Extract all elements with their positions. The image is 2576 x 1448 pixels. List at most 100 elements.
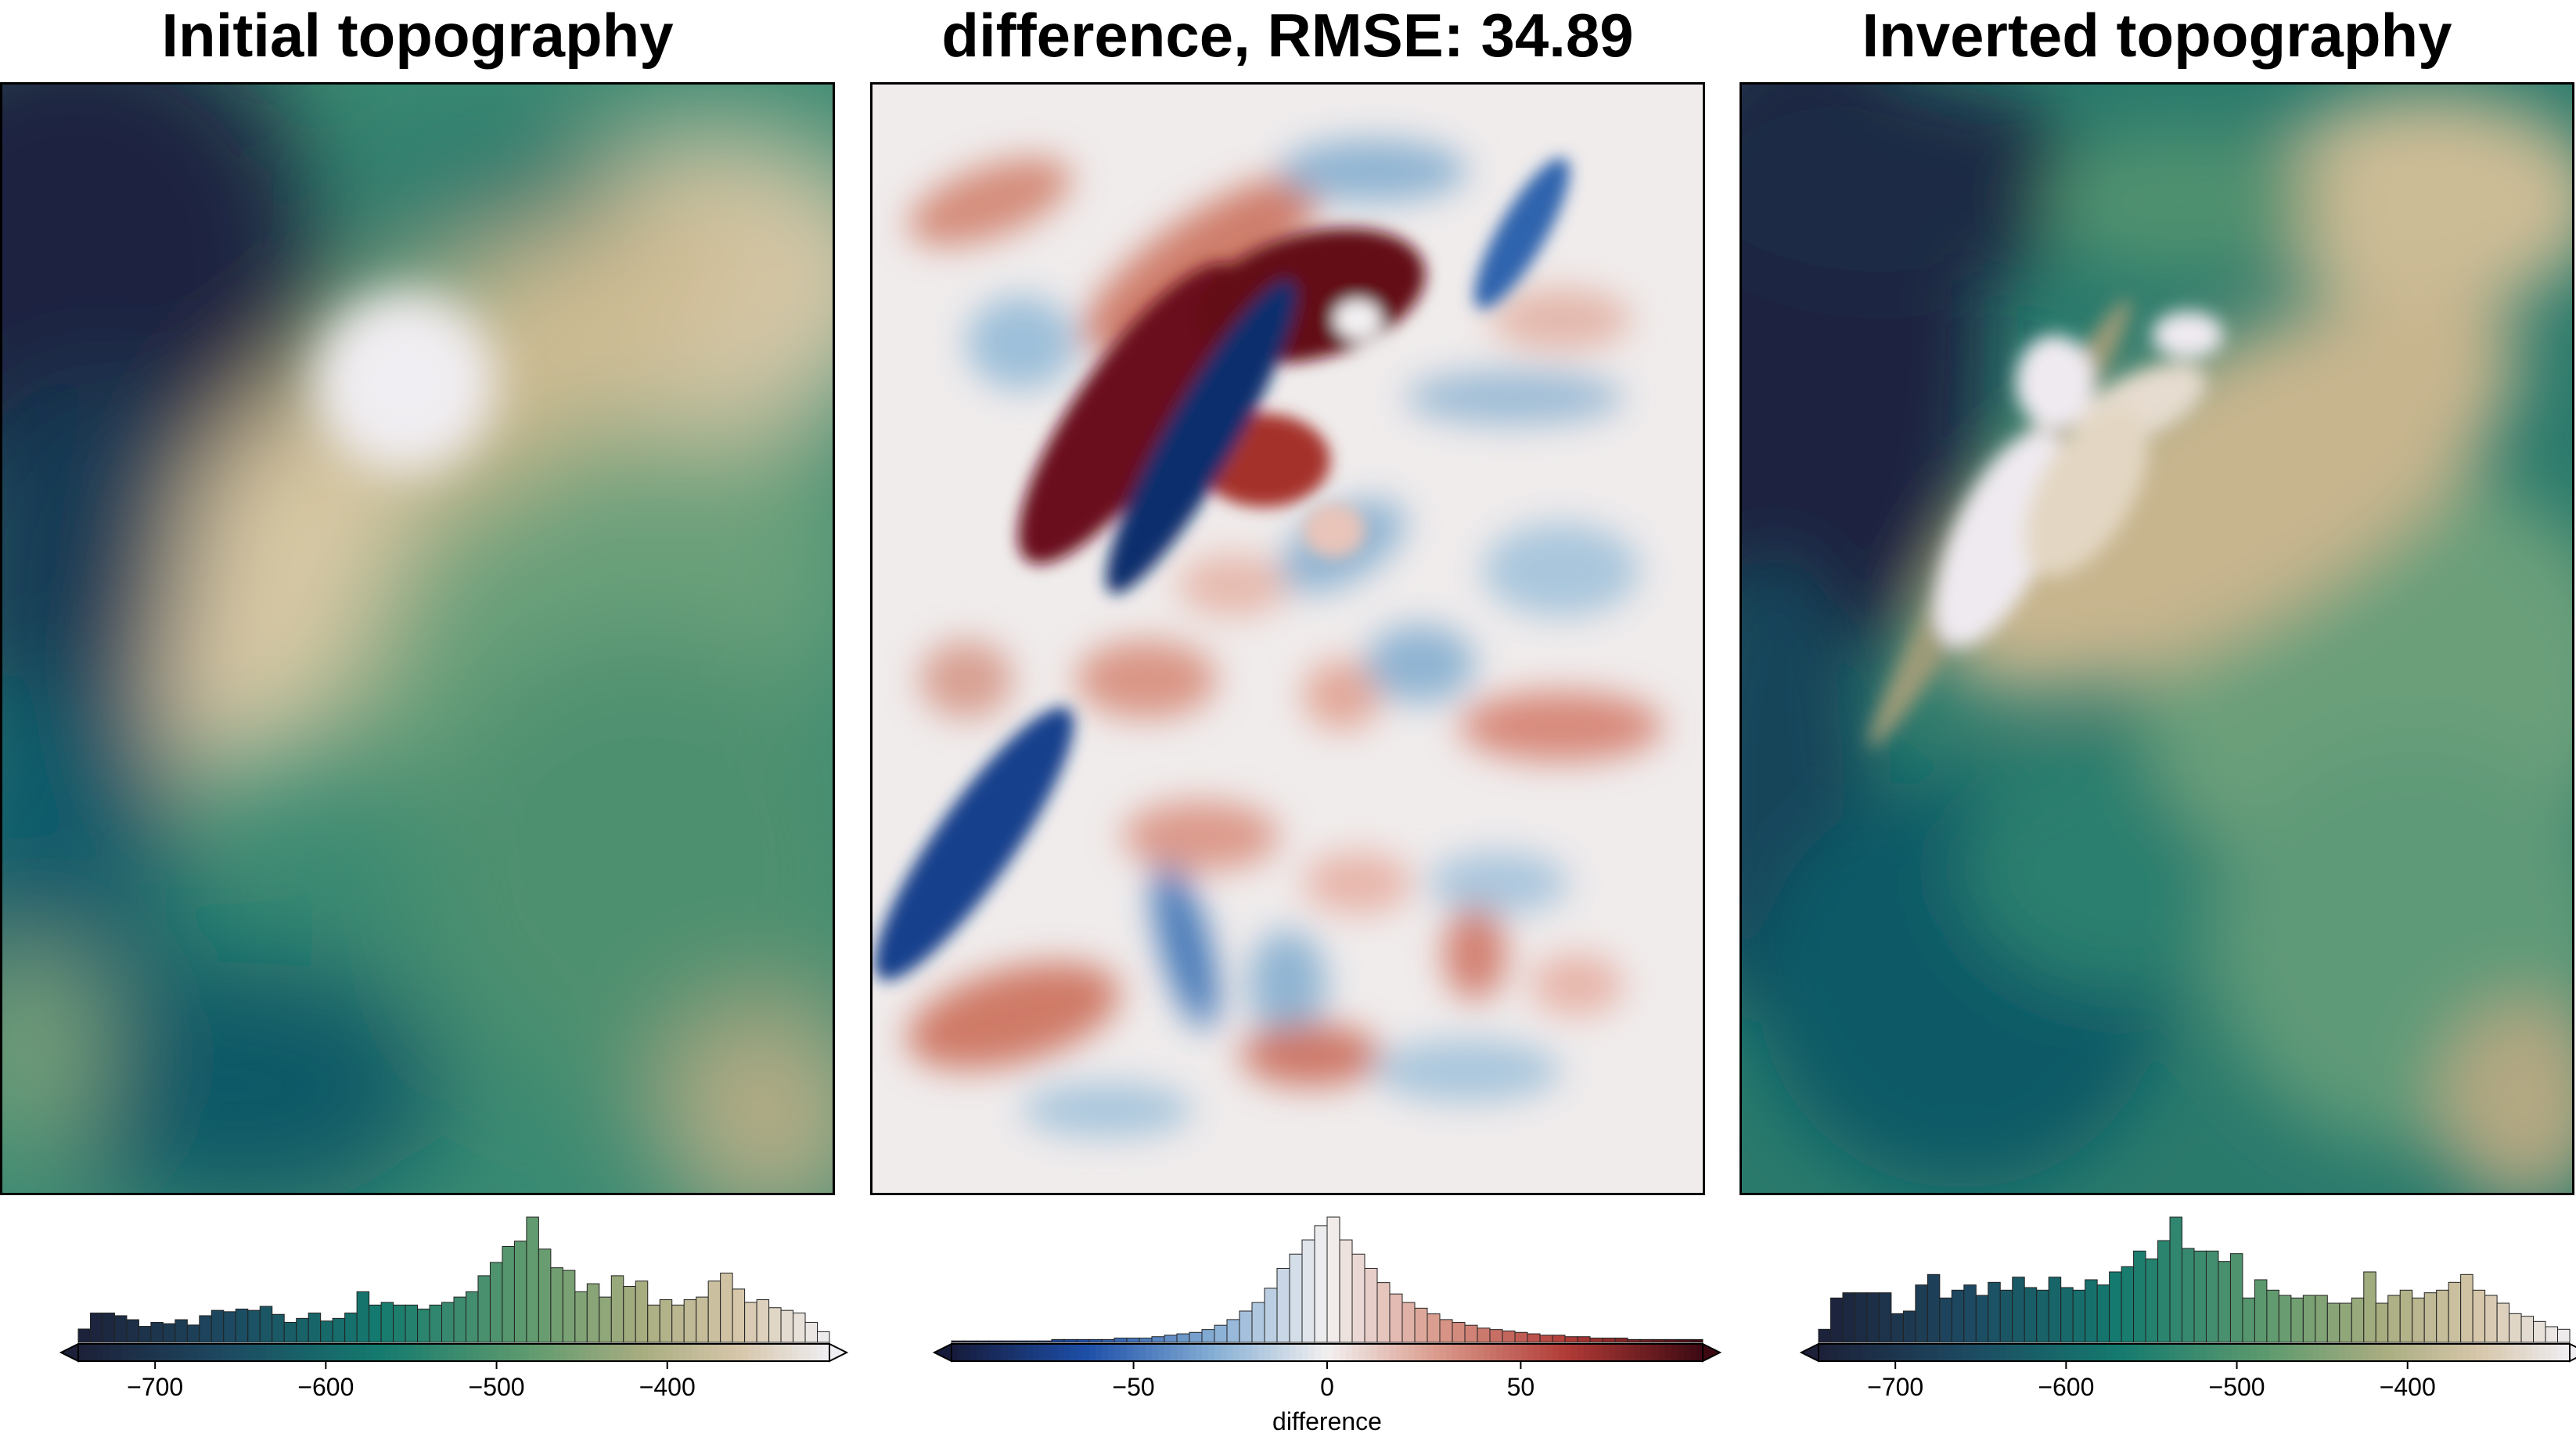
colorbar-segment [1302, 1344, 1309, 1361]
histogram-bar [1639, 1338, 1653, 1343]
colorbar-segment [2257, 1344, 2264, 1361]
histogram-bar [1314, 1225, 1328, 1343]
histogram-bar [2109, 1271, 2122, 1343]
colorbar-segment [754, 1344, 761, 1361]
colorbar-segment [1327, 1344, 1334, 1361]
colorbar-segment [1208, 1344, 1215, 1361]
histogram-bar [1477, 1327, 1491, 1343]
colorbar-segment [1452, 1344, 1459, 1361]
colorbar-segment [2038, 1344, 2045, 1361]
colorbar-segment [1058, 1344, 1065, 1361]
histogram-bar [126, 1319, 139, 1343]
histogram-bar [2157, 1240, 2171, 1343]
colorbar-segment [1171, 1344, 1178, 1361]
colorbar-segment [372, 1344, 380, 1361]
colorbar-segment [316, 1344, 323, 1361]
histogram-bar [1464, 1324, 1478, 1343]
colorbar-segment [673, 1344, 680, 1361]
colorbar-segment [1139, 1344, 1146, 1361]
colorbar-segment [1502, 1344, 1509, 1361]
colorbar-extend-low [59, 1342, 79, 1363]
colorbar-segment [404, 1344, 411, 1361]
histogram-bar [2121, 1266, 2135, 1343]
histogram-bar [235, 1308, 249, 1343]
colorbar-segment [247, 1344, 254, 1361]
colorbar-segment [598, 1344, 605, 1361]
histogram-bar [89, 1313, 103, 1343]
histogram-bar [635, 1281, 649, 1343]
histogram-bar [1963, 1284, 1977, 1343]
histogram-bar [272, 1313, 285, 1343]
colorbar-segment [2106, 1344, 2114, 1361]
colorbar-tick-label: −700 [1867, 1373, 1923, 1401]
colorbar-segment [523, 1344, 530, 1361]
histogram-bar [1902, 1310, 1916, 1343]
colorbar-segment [958, 1344, 965, 1361]
colorbar-segment [698, 1344, 705, 1361]
colorbar-segment [1133, 1344, 1140, 1361]
colorbar-segment [2432, 1344, 2439, 1361]
colorbar-segment [2470, 1344, 2477, 1361]
colorbar-segment [1002, 1344, 1009, 1361]
colorbar-segment [103, 1344, 110, 1361]
colorbar-segment [2250, 1344, 2258, 1361]
colorbar-segment [729, 1344, 736, 1361]
colorbar-histogram-initial-topography: −700 −600 −500 −400 [59, 1209, 849, 1444]
colorbar-segment [1646, 1344, 1653, 1361]
colorbar-segment [2376, 1344, 2383, 1361]
colorbar-segment [2495, 1344, 2502, 1361]
colorbar-segment [448, 1344, 455, 1361]
colorbar-segment [2332, 1344, 2339, 1361]
histogram-bar [1351, 1253, 1365, 1343]
colorbar-segment [1919, 1344, 1926, 1361]
histogram-bar [1878, 1292, 1892, 1343]
colorbar-segment [191, 1344, 198, 1361]
histogram-bar [1664, 1338, 1678, 1343]
histogram-bar [1539, 1335, 1553, 1343]
colorbar-segment [1427, 1344, 1434, 1361]
colorbar-segment [592, 1344, 599, 1361]
histogram-bar [186, 1324, 200, 1343]
histogram-bar [671, 1304, 685, 1343]
colorbar-segment [1912, 1344, 1919, 1361]
colorbar-segment [1975, 1344, 1982, 1361]
colorbar-segment [1690, 1344, 1697, 1361]
histogram-bar [707, 1281, 721, 1343]
colorbar-segment [1981, 1344, 1988, 1361]
colorbar-segment [1944, 1344, 1951, 1361]
colorbar-segment [2056, 1344, 2063, 1361]
histogram-bar [2218, 1261, 2231, 1343]
histogram-bar [1854, 1292, 1868, 1343]
histogram-bar [2448, 1281, 2462, 1343]
histogram-bar [720, 1272, 733, 1343]
histogram-bar [1527, 1333, 1541, 1343]
colorbar-segment [748, 1344, 755, 1361]
colorbar-segment [2351, 1344, 2358, 1361]
colorbar-segment [2413, 1344, 2420, 1361]
histogram-bar [1939, 1297, 1952, 1343]
colorbar-segment [1265, 1344, 1272, 1361]
histogram-bar [2520, 1316, 2535, 1343]
colorbar-segment [398, 1344, 405, 1361]
colorbar-segment [1383, 1344, 1391, 1361]
colorbar-segment [823, 1344, 830, 1361]
colorbar-segment [1315, 1344, 1322, 1361]
histogram-bar [2315, 1295, 2328, 1343]
colorbar-segment [1434, 1344, 1441, 1361]
colorbar-segment [1546, 1344, 1553, 1361]
colorbar-segment [1308, 1344, 1315, 1361]
colorbar-segment [792, 1344, 799, 1361]
colorbar-segment [310, 1344, 317, 1361]
histogram-bar [2436, 1289, 2449, 1343]
colorbar-segment [435, 1344, 442, 1361]
colorbar-segment [1296, 1344, 1303, 1361]
colorbar-segment [2276, 1344, 2283, 1361]
colorbar-segment [91, 1344, 98, 1361]
histogram-bar [1577, 1336, 1591, 1343]
histogram-bar [951, 1340, 965, 1343]
colorbar-segment [667, 1344, 674, 1361]
histogram-bar [1101, 1338, 1115, 1343]
colorbar-segment [2394, 1344, 2402, 1361]
colorbar-segment [491, 1344, 498, 1361]
colorbar-segment [1590, 1344, 1597, 1361]
